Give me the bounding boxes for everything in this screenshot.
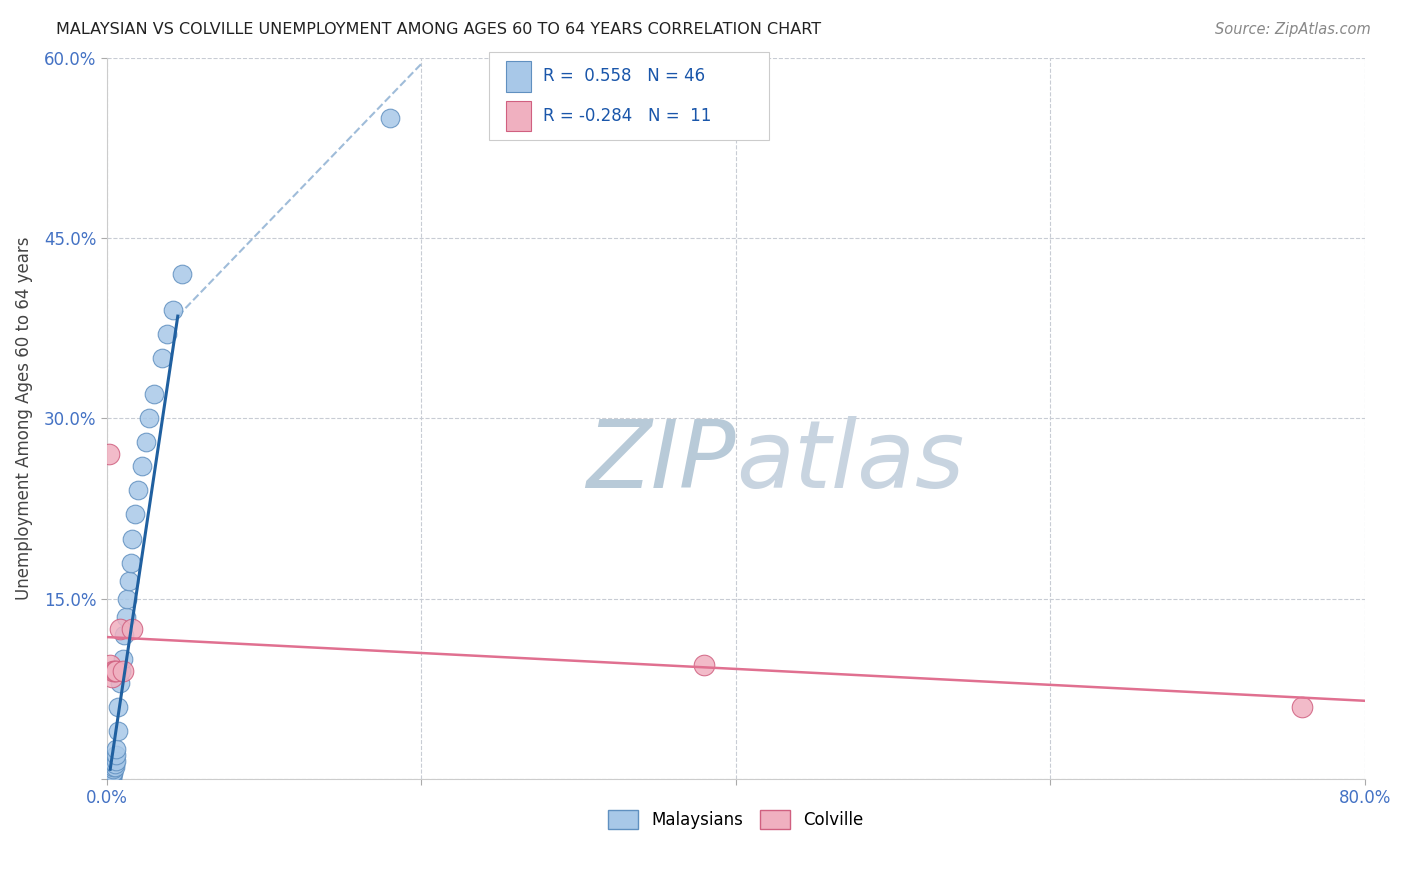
Point — [98, 768, 121, 782]
Point — [172, 267, 194, 281]
Point — [121, 622, 143, 636]
Point — [156, 327, 179, 342]
Point — [108, 622, 131, 636]
Point — [162, 303, 184, 318]
Point — [97, 768, 120, 782]
Point — [97, 770, 120, 784]
Point — [115, 609, 138, 624]
Point — [378, 111, 401, 125]
Point — [104, 757, 127, 772]
Point — [100, 767, 122, 781]
Point — [105, 747, 128, 762]
Text: ZIP: ZIP — [586, 416, 735, 507]
Point — [131, 459, 153, 474]
Point — [111, 651, 134, 665]
Point — [103, 764, 125, 779]
Point — [103, 762, 125, 776]
Point — [105, 754, 128, 768]
Point — [117, 591, 139, 606]
Text: R = -0.284   N =  11: R = -0.284 N = 11 — [543, 107, 711, 125]
Point — [97, 771, 120, 785]
Point — [107, 699, 129, 714]
Point — [150, 351, 173, 366]
Point — [1291, 699, 1313, 714]
Text: atlas: atlas — [735, 416, 965, 507]
Point — [103, 664, 125, 678]
Point — [118, 574, 141, 588]
Point — [111, 664, 134, 678]
Point — [97, 771, 120, 785]
Point — [124, 508, 146, 522]
Point — [100, 771, 122, 785]
Point — [98, 765, 121, 780]
Point — [98, 770, 121, 784]
Point — [98, 771, 121, 785]
Point — [110, 664, 132, 678]
Point — [97, 771, 120, 785]
Point — [103, 760, 125, 774]
Text: Source: ZipAtlas.com: Source: ZipAtlas.com — [1215, 22, 1371, 37]
Point — [120, 556, 142, 570]
Point — [98, 657, 121, 672]
Point — [100, 770, 122, 784]
Point — [108, 675, 131, 690]
Legend: Malaysians, Colville: Malaysians, Colville — [602, 803, 870, 836]
Point — [98, 771, 121, 785]
Point — [104, 664, 127, 678]
Point — [97, 447, 120, 461]
Point — [138, 411, 160, 425]
Point — [112, 628, 135, 642]
Point — [693, 657, 716, 672]
Point — [135, 435, 157, 450]
Point — [103, 765, 125, 780]
Text: MALAYSIAN VS COLVILLE UNEMPLOYMENT AMONG AGES 60 TO 64 YEARS CORRELATION CHART: MALAYSIAN VS COLVILLE UNEMPLOYMENT AMONG… — [56, 22, 821, 37]
Point — [100, 768, 122, 782]
Point — [143, 387, 166, 401]
Point — [105, 664, 128, 678]
Y-axis label: Unemployment Among Ages 60 to 64 years: Unemployment Among Ages 60 to 64 years — [15, 236, 32, 600]
Point — [127, 483, 149, 498]
Point — [100, 670, 122, 684]
Point — [100, 762, 122, 776]
Point — [121, 532, 143, 546]
Text: R =  0.558   N = 46: R = 0.558 N = 46 — [543, 68, 704, 86]
Point — [107, 723, 129, 738]
Point — [105, 742, 128, 756]
Point — [104, 760, 127, 774]
